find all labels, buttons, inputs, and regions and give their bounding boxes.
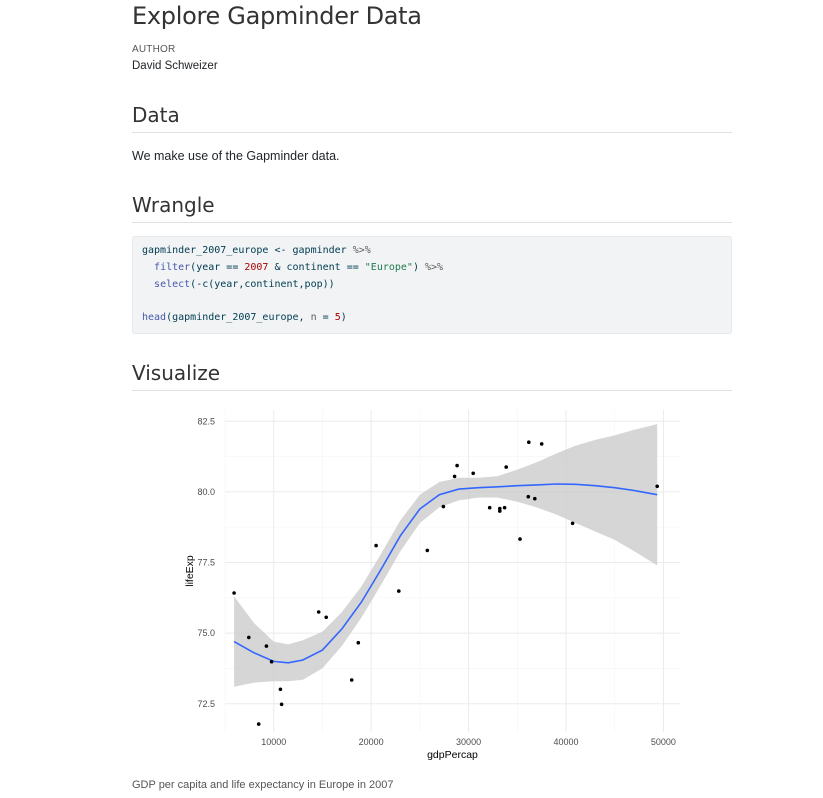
code-line (142, 293, 443, 310)
data-point (247, 635, 251, 640)
data-point (232, 591, 236, 595)
data-point (374, 543, 378, 548)
author-label: AUTHOR (132, 44, 176, 55)
section-heading-data: Data (132, 103, 732, 133)
code-token: (-c(year,continent,pop)) (190, 278, 335, 290)
confidence-ribbon (234, 424, 658, 687)
data-point (502, 505, 507, 510)
figure-caption: GDP per capita and life expectancy in Eu… (132, 779, 394, 791)
code-token: 5 (334, 312, 341, 324)
data-point (279, 702, 284, 707)
data-point (452, 474, 457, 479)
data-point (533, 496, 537, 501)
code-token: "Europe" (364, 261, 413, 273)
x-tick-label: 20000 (359, 737, 384, 747)
code-line: filter(year == 2007 & continent == "Euro… (142, 260, 443, 277)
code-token: gapminder_2007_europe <- gapminder (142, 245, 353, 256)
data-point (487, 505, 492, 510)
code-token: filter (154, 261, 191, 273)
data-point (316, 610, 321, 614)
data-point (441, 504, 446, 509)
data-point (356, 640, 361, 645)
code-token: ) (412, 261, 425, 273)
data-point (526, 494, 531, 499)
y-tick-label: 82.5 (197, 416, 215, 426)
x-axis-label: gdpPercap (427, 749, 478, 761)
x-tick-label: 10000 (261, 737, 286, 747)
code-line: select(-c(year,continent,pop)) (142, 277, 443, 294)
code-line: gapminder_2007_europe <- gapminder %>% (142, 243, 443, 260)
code-token: %>% (352, 245, 371, 256)
x-tick-label: 50000 (651, 737, 676, 747)
data-point (504, 465, 509, 469)
author-name: David Schweizer (132, 60, 218, 72)
data-point (425, 548, 430, 553)
data-point (455, 463, 459, 468)
code-token: & continent == (268, 261, 365, 273)
smooth-line (233, 483, 658, 664)
data-point (324, 615, 328, 620)
data-description: We make use of the Gapminder data. (132, 149, 340, 163)
data-point (527, 440, 531, 444)
data-point (278, 687, 283, 692)
code-block[interactable]: gapminder_2007_europe <- gapminder %>% f… (132, 236, 732, 334)
data-point (539, 442, 544, 446)
scatter-chart: 10000 20000 30000 40000 50000 72.5 75.0 77.5 80.… (184, 410, 680, 761)
code-token (142, 279, 154, 290)
section-heading-wrangle: Wrangle (132, 193, 732, 223)
data-point (256, 722, 261, 726)
code-token: = (316, 312, 335, 324)
data-point (349, 678, 354, 682)
code-token: n (310, 312, 317, 324)
section-heading-visualize: Visualize (132, 361, 732, 391)
code-token: %>% (425, 261, 444, 273)
code-line: head(gapminder_2007_europe, n = 5) (142, 310, 443, 327)
data-point (655, 484, 659, 489)
data-point (264, 644, 269, 648)
data-point (570, 521, 575, 526)
code-token: (gapminder_2007_europe, (166, 312, 311, 324)
data-point (498, 509, 502, 513)
data-point (518, 537, 522, 541)
y-tick-label: 75.0 (197, 628, 215, 638)
code-token: ) (340, 312, 347, 324)
data-point (471, 471, 476, 476)
code-lines: gapminder_2007_europe <- gapminder %>% f… (142, 243, 443, 327)
x-tick-label: 40000 (553, 737, 578, 747)
y-tick-label: 80.0 (197, 487, 215, 497)
y-axis-label: lifeExp (184, 555, 196, 587)
code-token (142, 262, 154, 273)
data-point (397, 589, 401, 593)
code-token: 2007 (244, 261, 269, 273)
code-token: (year == (190, 261, 245, 273)
data-point (498, 506, 502, 511)
data-point (269, 659, 274, 664)
y-tick-label: 72.5 (197, 699, 215, 709)
x-tick-label: 30000 (456, 737, 481, 747)
code-token: select (154, 278, 191, 290)
page-title: Explore Gapminder Data (132, 2, 422, 30)
code-token: head (142, 312, 167, 324)
y-tick-label: 77.5 (197, 558, 215, 568)
